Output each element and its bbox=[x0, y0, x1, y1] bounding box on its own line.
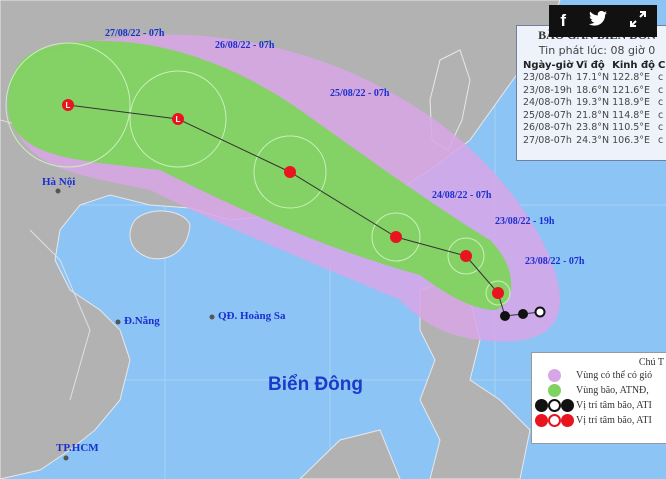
place-hanoi: Hà Nội bbox=[42, 176, 76, 188]
expand-icon[interactable] bbox=[629, 10, 646, 32]
past-positions bbox=[500, 306, 546, 321]
table-cell: c bbox=[658, 109, 664, 121]
low-pressure-icon bbox=[62, 99, 74, 111]
svg-text:L: L bbox=[66, 101, 71, 110]
track-label: 26/08/22 - 07h bbox=[215, 40, 275, 51]
legend-item: Vị trí tâm bão, ATI bbox=[532, 398, 666, 413]
past-position-icons bbox=[532, 399, 576, 412]
table-cell: 17.1°N bbox=[576, 72, 610, 83]
storm-icon bbox=[460, 250, 472, 262]
table-cell: c bbox=[658, 122, 664, 134]
track-label: 25/08/22 - 07h bbox=[330, 88, 390, 99]
table-cell: 106.3°E bbox=[612, 134, 651, 146]
hainan bbox=[129, 210, 191, 260]
table-cell: 23/08-07h bbox=[523, 72, 572, 83]
past-storm-icon bbox=[518, 309, 528, 319]
table-row: 27/08-07h 24.3°N 106.3°E c bbox=[523, 135, 666, 148]
place-hcm: TP.HCM bbox=[56, 442, 99, 454]
table-cell: 121.6°E bbox=[612, 84, 651, 96]
table-cell: 122.8°E bbox=[612, 72, 651, 83]
place-danang: Đ.Nẵng bbox=[124, 315, 160, 327]
table-cell: 23.8°N bbox=[576, 122, 610, 134]
table-cell: c bbox=[658, 134, 664, 146]
table-row: 26/08-07h 23.8°N 110.5°E c bbox=[523, 122, 666, 135]
legend-label: Vị trí tâm bão, ATI bbox=[576, 400, 652, 411]
facebook-icon[interactable]: f bbox=[560, 11, 567, 30]
track-label: 24/08/22 - 07h bbox=[432, 190, 492, 201]
share-bar: f bbox=[549, 5, 657, 37]
table-cell: c bbox=[658, 84, 664, 96]
storm-zone bbox=[8, 40, 512, 311]
place-bien-dong: Biển Đông bbox=[268, 374, 363, 395]
legend-label: Vị trí tâm bão, ATI bbox=[576, 415, 652, 426]
past-depression-icon bbox=[534, 306, 546, 318]
legend-title: Chú T bbox=[638, 357, 664, 368]
place-hoangsa: QĐ. Hoàng Sa bbox=[218, 310, 286, 322]
table-cell: 24.3°N bbox=[576, 134, 610, 146]
table-row: 23/08-07h 17.1°N 122.8°E c bbox=[523, 72, 666, 85]
track-label: 27/08/22 - 07h bbox=[105, 28, 165, 39]
legend-label: Vùng có thể có gió bbox=[576, 370, 653, 381]
legend-item: Vùng có thể có gió bbox=[532, 368, 666, 383]
legend-box: Chú T Vùng có thể có gió Vùng bão, ATNĐ,… bbox=[531, 352, 666, 444]
table-cell: 26/08-07h bbox=[523, 122, 572, 134]
table-row: 23/08-19h 18.6°N 121.6°E c bbox=[523, 85, 666, 98]
col-header: C bbox=[658, 60, 666, 71]
table-cell: c bbox=[658, 97, 664, 109]
past-storm-icon bbox=[500, 311, 510, 321]
table-cell: 23/08-19h bbox=[523, 84, 572, 96]
table-cell: 118.9°E bbox=[612, 97, 651, 109]
storm-zone-swatch-icon bbox=[547, 384, 561, 397]
track-label: 23/08/22 - 19h bbox=[495, 216, 555, 227]
table-cell: 18.6°N bbox=[576, 84, 610, 96]
svg-text:L: L bbox=[176, 115, 181, 124]
storm-icon bbox=[390, 231, 402, 243]
low-pressure-icon bbox=[172, 113, 184, 125]
table-cell: 114.8°E bbox=[612, 109, 651, 121]
twitter-icon[interactable] bbox=[588, 10, 607, 31]
table-cell: 24/08-07h bbox=[523, 97, 572, 109]
legend-item: Vùng bão, ATNĐ, bbox=[532, 383, 666, 398]
borneo bbox=[299, 429, 401, 479]
table-row: 25/08-07h 21.8°N 114.8°E c bbox=[523, 110, 666, 123]
issued-time: Tin phát lúc: 08 giờ 0 bbox=[538, 44, 656, 57]
forecast-position-icons bbox=[532, 414, 576, 427]
forecast-table-box: BÃO GẦN BIỂN ĐÔN Tin phát lúc: 08 giờ 0 … bbox=[516, 25, 666, 161]
col-header: Kinh độ bbox=[612, 60, 656, 71]
table-cell: 110.5°E bbox=[612, 122, 651, 134]
city-dots bbox=[55, 188, 215, 461]
table-cell: 27/08-07h bbox=[523, 134, 572, 146]
table-cell: 21.8°N bbox=[576, 109, 610, 121]
col-header: Vĩ độ bbox=[576, 60, 605, 71]
storm-icon bbox=[492, 287, 504, 299]
forecast-table: Ngày-giờ Vĩ độ Kinh độ C 23/08-07h 17.1°N… bbox=[523, 60, 666, 148]
table-cell: 25/08-07h bbox=[523, 109, 572, 121]
wind-zone-swatch-icon bbox=[547, 369, 561, 382]
storm-icon bbox=[284, 166, 296, 178]
col-header: Ngày-giờ bbox=[523, 60, 574, 71]
legend-label: Vùng bão, ATNĐ, bbox=[576, 385, 649, 396]
table-cell: c bbox=[658, 72, 664, 83]
forecast-circles bbox=[5, 42, 511, 306]
legend-item: Vị trí tâm bão, ATI bbox=[532, 413, 666, 428]
track-label: 23/08/22 - 07h bbox=[525, 256, 585, 267]
table-cell: 19.3°N bbox=[576, 97, 610, 109]
forecast-positions: L L bbox=[62, 99, 504, 299]
table-row: 24/08-07h 19.3°N 118.9°E c bbox=[523, 97, 666, 110]
